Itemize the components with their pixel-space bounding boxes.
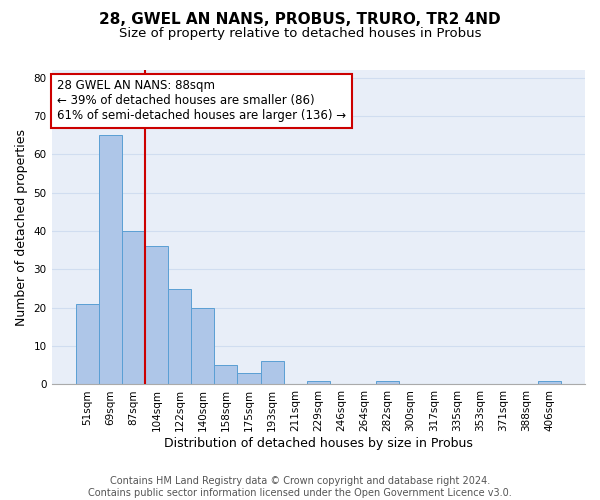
Bar bbox=[122, 231, 145, 384]
Text: 28, GWEL AN NANS, PROBUS, TRURO, TR2 4ND: 28, GWEL AN NANS, PROBUS, TRURO, TR2 4ND bbox=[99, 12, 501, 28]
Text: Size of property relative to detached houses in Probus: Size of property relative to detached ho… bbox=[119, 28, 481, 40]
Bar bbox=[307, 380, 330, 384]
Bar bbox=[260, 362, 284, 384]
Bar bbox=[376, 380, 399, 384]
X-axis label: Distribution of detached houses by size in Probus: Distribution of detached houses by size … bbox=[164, 437, 473, 450]
Bar bbox=[168, 288, 191, 384]
Bar bbox=[238, 373, 260, 384]
Y-axis label: Number of detached properties: Number of detached properties bbox=[15, 128, 28, 326]
Text: 28 GWEL AN NANS: 88sqm
← 39% of detached houses are smaller (86)
61% of semi-det: 28 GWEL AN NANS: 88sqm ← 39% of detached… bbox=[57, 80, 346, 122]
Bar bbox=[191, 308, 214, 384]
Bar bbox=[214, 366, 238, 384]
Text: Contains HM Land Registry data © Crown copyright and database right 2024.
Contai: Contains HM Land Registry data © Crown c… bbox=[88, 476, 512, 498]
Bar bbox=[99, 135, 122, 384]
Bar bbox=[145, 246, 168, 384]
Bar bbox=[76, 304, 99, 384]
Bar bbox=[538, 380, 561, 384]
